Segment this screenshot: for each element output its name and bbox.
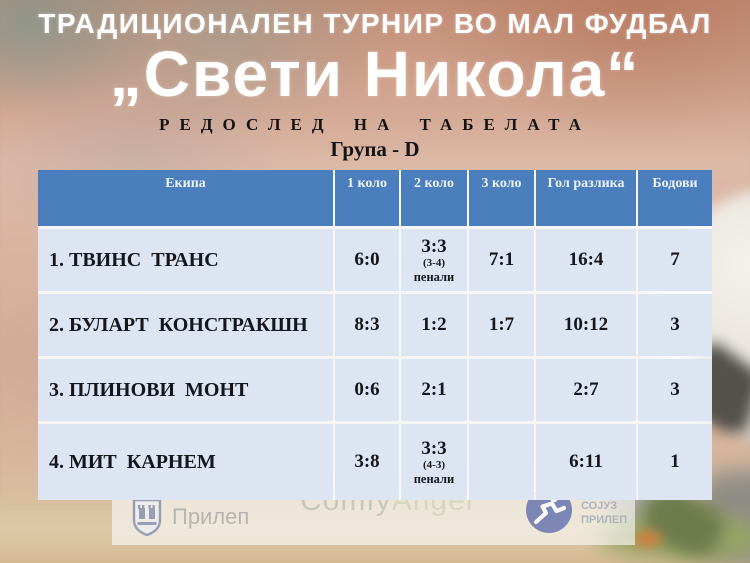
round3-score: 1:7	[469, 294, 534, 356]
municipality-label: Прилеп	[172, 504, 250, 529]
round2-score-cell: 3:3 (3-4) пенали	[401, 229, 467, 291]
tournament-title: ТРАДИЦИОНАЛЕН ТУРНИР ВО МАЛ ФУДБАЛ	[38, 8, 712, 39]
shield-icon	[132, 498, 162, 536]
round2-score: 3:3	[421, 235, 447, 257]
round1-score: 6:0	[335, 229, 399, 291]
goal-difference: 10:12	[536, 294, 636, 356]
tournament-name: „Свети Никола“	[109, 38, 641, 110]
column-header-points: Бодови	[638, 170, 712, 226]
goal-difference: 6:11	[536, 424, 636, 500]
table-heading: РЕДОСЛЕД НА ТАБЕЛАТА	[159, 115, 591, 134]
column-header-round1: 1 коло	[335, 170, 399, 226]
round3-score	[469, 424, 534, 500]
penalty-label: пенали	[413, 270, 455, 285]
round3-score: 7:1	[469, 229, 534, 291]
points: 3	[638, 359, 712, 421]
column-header-goal-diff: Гол разлика	[536, 170, 636, 226]
sports-union-line2: ПРИЛЕП	[581, 513, 628, 526]
column-header-team: Екипа	[38, 170, 333, 226]
penalty-score: (4-3)	[423, 459, 445, 472]
team-name: 3. ПЛИНОВИ МОНТ	[38, 359, 333, 421]
round1-score: 3:8	[335, 424, 399, 500]
standings-table: Екипа 1 коло 2 коло 3 коло Гол разлика Б…	[38, 170, 712, 500]
penalty-score: (3-4)	[423, 257, 445, 270]
column-header-round3: 3 коло	[469, 170, 534, 226]
penalty-label: пенали	[413, 472, 455, 487]
points: 7	[638, 229, 712, 291]
points: 1	[638, 424, 712, 500]
penalty-result: 3:3 (4-3) пенали	[414, 438, 455, 487]
group-label: Група - D	[330, 137, 420, 161]
goal-difference: 16:4	[536, 229, 636, 291]
round2-score: 3:3	[421, 437, 447, 459]
municipality-logo: Прилеп	[132, 498, 249, 536]
round2-score: 1:2	[401, 294, 467, 356]
sports-union-line1: СОЈУЗ	[581, 500, 618, 512]
team-name: 1. ТВИНС ТРАНС	[38, 229, 333, 291]
round1-score: 0:6	[335, 359, 399, 421]
round1-score: 8:3	[335, 294, 399, 356]
points: 3	[638, 294, 712, 356]
goal-difference: 2:7	[536, 359, 636, 421]
sports-union-label: СОЈУЗ ПРИЛЕП	[581, 486, 627, 534]
round2-score: 2:1	[401, 359, 467, 421]
column-header-round2: 2 коло	[401, 170, 467, 226]
round2-score-cell: 3:3 (4-3) пенали	[401, 424, 467, 500]
team-name: 2. БУЛАРТ КОНСТРАКШН	[38, 294, 333, 356]
round3-score	[469, 359, 534, 421]
penalty-result: 3:3 (3-4) пенали	[414, 236, 455, 285]
floor-blur-orange	[634, 531, 662, 547]
team-name: 4. МИТ КАРНЕМ	[38, 424, 333, 500]
